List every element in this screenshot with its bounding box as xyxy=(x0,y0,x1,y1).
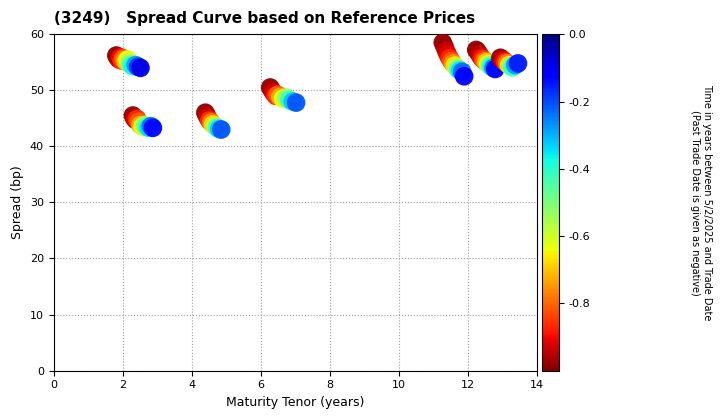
Point xyxy=(114,54,126,60)
Point xyxy=(472,49,484,55)
Point xyxy=(442,52,454,58)
Point xyxy=(284,97,295,103)
Point xyxy=(112,55,123,61)
Point xyxy=(477,56,489,63)
Point xyxy=(113,56,125,63)
Point xyxy=(124,60,135,67)
Point xyxy=(487,65,499,71)
Point xyxy=(120,58,132,65)
Point xyxy=(280,94,292,101)
Point xyxy=(479,58,490,65)
Point xyxy=(438,43,450,50)
Point xyxy=(474,52,485,58)
Point xyxy=(459,73,470,80)
Point xyxy=(454,67,466,74)
Point xyxy=(116,57,127,64)
Point xyxy=(122,56,133,63)
Point xyxy=(125,62,137,68)
Point xyxy=(449,62,461,69)
Point xyxy=(485,62,496,69)
Point xyxy=(272,92,284,98)
Point xyxy=(453,66,464,73)
Point xyxy=(500,59,511,66)
Point xyxy=(270,92,282,99)
Point xyxy=(437,39,449,46)
Point xyxy=(510,62,521,68)
Point xyxy=(502,60,513,67)
Point xyxy=(199,109,211,116)
Point xyxy=(111,52,122,59)
Point xyxy=(268,90,279,97)
Point xyxy=(132,63,144,70)
Point xyxy=(128,115,140,122)
Point xyxy=(444,55,456,62)
Point xyxy=(481,59,492,66)
Point xyxy=(451,64,462,71)
Point xyxy=(145,123,156,129)
Point xyxy=(213,126,225,132)
Point xyxy=(130,62,141,68)
Point xyxy=(495,55,506,61)
Point xyxy=(143,124,155,131)
Point xyxy=(127,63,139,70)
Point xyxy=(290,99,302,106)
Point xyxy=(135,122,146,129)
Point xyxy=(147,124,158,131)
Point xyxy=(202,115,214,122)
Point xyxy=(201,112,212,119)
Point xyxy=(456,68,468,75)
Point xyxy=(470,47,482,53)
Point xyxy=(447,60,459,67)
Point xyxy=(133,118,145,125)
X-axis label: Maturity Tenor (years): Maturity Tenor (years) xyxy=(226,396,364,409)
Y-axis label: Time in years between 5/2/2025 and Trade Date
(Past Trade Date is given as negat: Time in years between 5/2/2025 and Trade… xyxy=(690,84,711,320)
Y-axis label: Spread (bp): Spread (bp) xyxy=(11,165,24,239)
Point xyxy=(503,62,515,68)
Point xyxy=(130,117,141,123)
Point xyxy=(496,56,508,63)
Point xyxy=(207,121,219,128)
Point xyxy=(117,55,129,62)
Point xyxy=(505,63,516,70)
Point xyxy=(266,87,278,94)
Text: (3249)   Spread Curve based on Reference Prices: (3249) Spread Curve based on Reference P… xyxy=(53,11,474,26)
Point xyxy=(482,60,494,67)
Point xyxy=(446,58,457,65)
Point xyxy=(476,55,487,61)
Point xyxy=(507,64,518,71)
Point xyxy=(131,116,143,122)
Point xyxy=(210,123,221,129)
Point xyxy=(287,98,298,105)
Point xyxy=(119,57,130,63)
Point xyxy=(141,123,153,130)
Point xyxy=(127,112,139,119)
Point xyxy=(264,84,276,91)
Point xyxy=(490,66,501,72)
Point xyxy=(498,57,510,64)
Point xyxy=(205,119,217,126)
Point xyxy=(137,123,148,130)
Point xyxy=(512,60,523,67)
Point xyxy=(204,117,215,124)
Point xyxy=(139,122,150,129)
Point xyxy=(212,124,223,131)
Point xyxy=(486,63,498,70)
Point xyxy=(215,126,227,133)
Point xyxy=(277,95,289,102)
Point xyxy=(135,65,146,71)
Point xyxy=(441,48,452,55)
Point xyxy=(274,94,286,100)
